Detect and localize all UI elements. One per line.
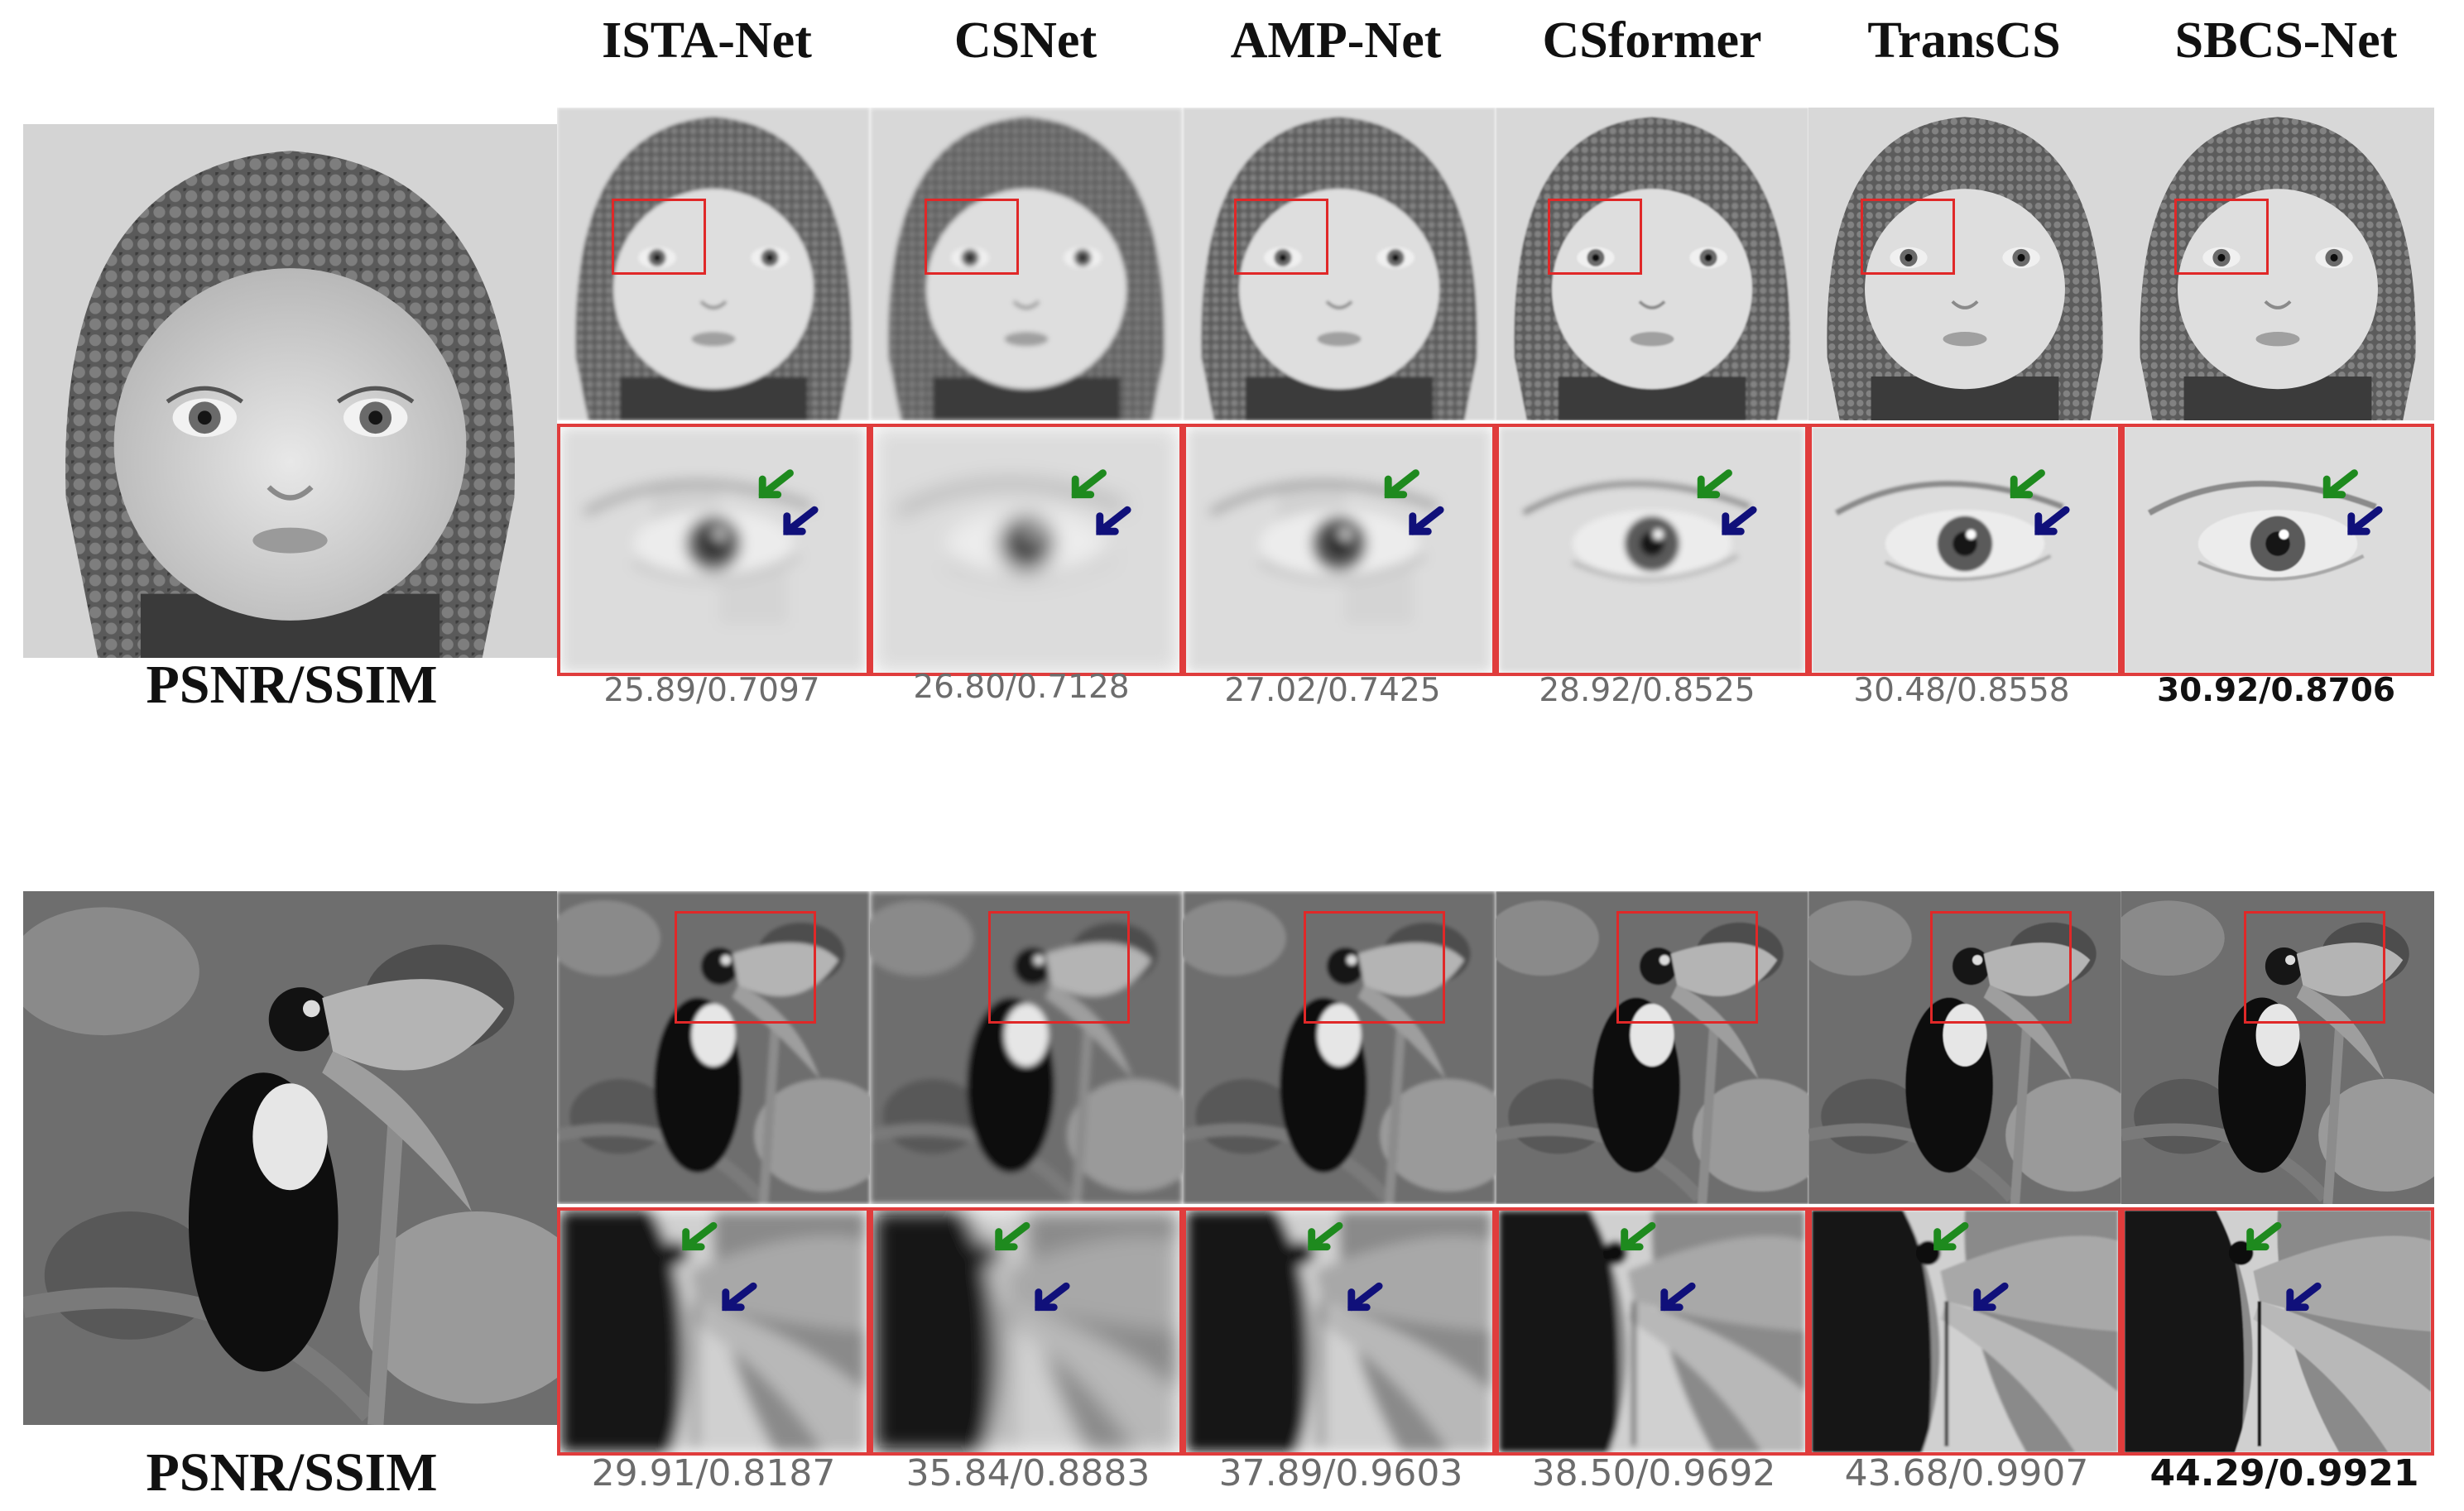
toucan-ista-net-zoom xyxy=(557,1207,870,1456)
row1-metric-label: PSNR/SSIM xyxy=(146,655,438,715)
baby-original-image xyxy=(23,124,557,658)
toucan-transcs-metric: 43.68/0.9907 xyxy=(1844,1452,2089,1494)
toucan-csnet-zoom xyxy=(870,1207,1183,1456)
baby-amp-net-metric: 27.02/0.7425 xyxy=(1224,672,1441,709)
baby-transcs-metric: 30.48/0.8558 xyxy=(1853,672,2070,709)
baby-csformer-zoom xyxy=(1496,424,1808,676)
baby-transcs-full xyxy=(1808,108,2121,420)
toucan-csnet-full xyxy=(870,891,1183,1204)
toucan-sbcs-net-zoom xyxy=(2121,1207,2434,1456)
method-title-csnet: CSNet xyxy=(953,12,1098,69)
toucan-ista-net-full xyxy=(557,891,870,1204)
baby-sbcs-net-full xyxy=(2121,108,2434,420)
toucan-transcs-full xyxy=(1808,891,2121,1204)
toucan-original-image xyxy=(23,891,557,1425)
baby-ista-net-zoom xyxy=(557,424,870,676)
toucan-amp-net-metric: 37.89/0.9603 xyxy=(1218,1452,1463,1494)
baby-sbcs-net-zoom xyxy=(2121,424,2434,676)
baby-csnet-metric: 26.80/0.7128 xyxy=(913,669,1130,706)
toucan-sbcs-net-metric: 44.29/0.9921 xyxy=(2149,1452,2419,1494)
toucan-sbcs-net-full xyxy=(2121,891,2434,1204)
method-title-sbcs-net: SBCS-Net xyxy=(2174,12,2398,69)
baby-csformer-metric: 28.92/0.8525 xyxy=(1539,672,1756,709)
toucan-csformer-full xyxy=(1496,891,1808,1204)
baby-sbcs-net-metric: 30.92/0.8706 xyxy=(2156,672,2396,709)
baby-transcs-zoom xyxy=(1808,424,2121,676)
row2-metric-label: PSNR/SSIM xyxy=(146,1442,438,1503)
baby-amp-net-full xyxy=(1183,108,1496,420)
baby-ista-net-full xyxy=(557,108,870,420)
method-title-transcs: TransCS xyxy=(1867,12,2061,69)
toucan-csformer-metric: 38.50/0.9692 xyxy=(1531,1452,1776,1494)
method-title-csformer: CSformer xyxy=(1542,12,1762,69)
toucan-transcs-zoom xyxy=(1808,1207,2121,1456)
baby-csnet-zoom xyxy=(870,424,1183,676)
baby-csformer-full xyxy=(1496,108,1808,420)
toucan-csformer-zoom xyxy=(1496,1207,1808,1456)
toucan-amp-net-full xyxy=(1183,891,1496,1204)
method-title-ista-net: ISTA-Net xyxy=(602,12,812,69)
toucan-ista-net-metric: 29.91/0.8187 xyxy=(591,1452,836,1494)
toucan-amp-net-zoom xyxy=(1183,1207,1496,1456)
baby-csnet-full xyxy=(870,108,1183,420)
baby-ista-net-metric: 25.89/0.7097 xyxy=(603,672,820,709)
method-title-amp-net: AMP-Net xyxy=(1230,12,1442,69)
toucan-csnet-metric: 35.84/0.8883 xyxy=(905,1452,1150,1494)
baby-amp-net-zoom xyxy=(1183,424,1496,676)
